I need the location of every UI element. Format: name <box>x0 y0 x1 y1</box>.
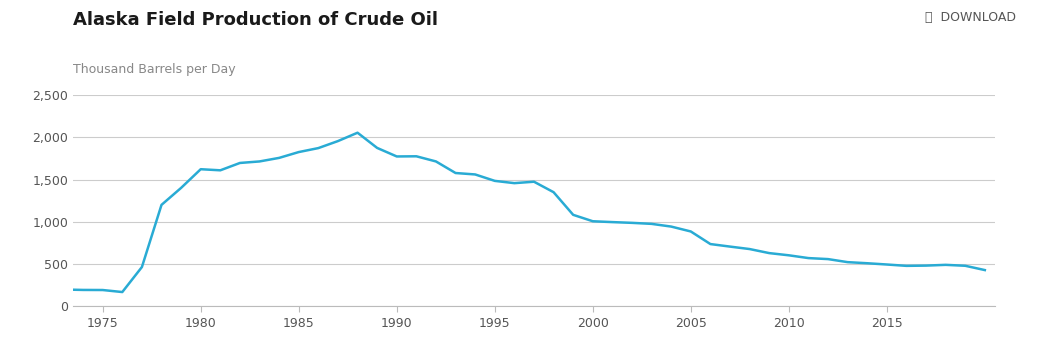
Text: ⤓  DOWNLOAD: ⤓ DOWNLOAD <box>925 11 1016 24</box>
Text: Alaska Field Production of Crude Oil: Alaska Field Production of Crude Oil <box>73 11 439 29</box>
Text: Thousand Barrels per Day: Thousand Barrels per Day <box>73 63 236 76</box>
